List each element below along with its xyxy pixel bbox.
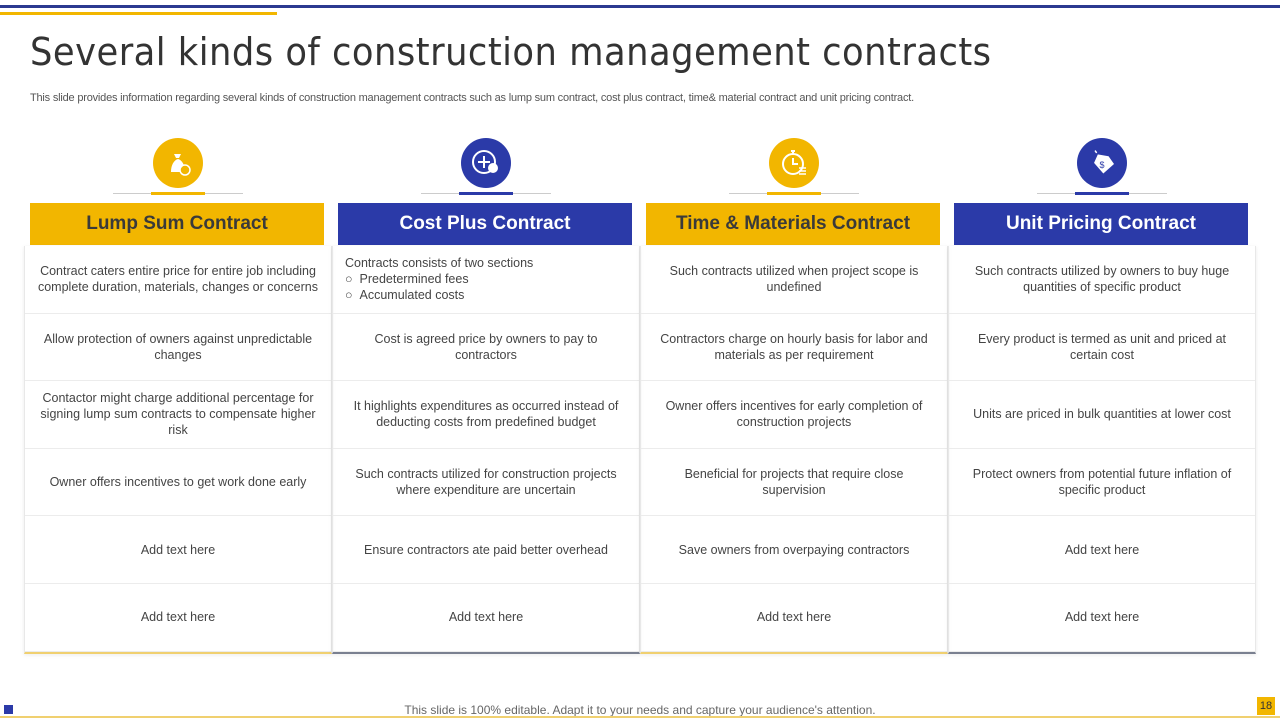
column-header: Time & Materials Contract xyxy=(646,203,940,245)
footer-square xyxy=(4,705,13,714)
table-cell: Cost is agreed price by owners to pay to… xyxy=(333,314,639,382)
top-rule xyxy=(0,5,1280,8)
footer-rule xyxy=(0,716,1280,718)
table-cell: Such contracts utilized when project sco… xyxy=(641,246,947,314)
page-title: Several kinds of construction management… xyxy=(30,30,992,74)
table-cell: Add text here xyxy=(641,584,947,652)
footer-text: This slide is 100% editable. Adapt it to… xyxy=(404,703,876,717)
cell-intro: Contracts consists of two sections xyxy=(345,256,534,271)
column-header: Cost Plus Contract xyxy=(338,203,632,245)
table-cell: Save owners from overpaying contractors xyxy=(641,516,947,584)
table-cell: Every product is termed as unit and pric… xyxy=(949,314,1255,382)
divider-accent xyxy=(459,192,513,195)
table-cell: Contract caters entire price for entire … xyxy=(25,246,331,314)
bullet: ○ Predetermined fees xyxy=(345,272,469,287)
table-cell: Protect owners from potential future inf… xyxy=(949,449,1255,517)
price-tag-icon: $ xyxy=(1077,138,1127,188)
table-cell: Owner offers incentives to get work done… xyxy=(25,449,331,517)
table-cell: Add text here xyxy=(333,584,639,652)
table-cell: Owner offers incentives for early comple… xyxy=(641,381,947,449)
top-accent xyxy=(0,12,277,15)
table-cell: Contactor might charge additional percen… xyxy=(25,381,331,449)
column-header: Unit Pricing Contract xyxy=(954,203,1248,245)
table-cell: Allow protection of owners against unpre… xyxy=(25,314,331,382)
table-cell: Add text here xyxy=(949,584,1255,652)
column-header: Lump Sum Contract xyxy=(30,203,324,245)
table-cell: Beneficial for projects that require clo… xyxy=(641,449,947,517)
divider-accent xyxy=(151,192,205,195)
table-cell: Ensure contractors ate paid better overh… xyxy=(333,516,639,584)
table-cell: Contracts consists of two sections ○ Pre… xyxy=(333,246,639,314)
plus-coin-icon xyxy=(461,138,511,188)
table-cell: Add text here xyxy=(25,584,331,652)
money-bag-icon xyxy=(153,138,203,188)
table-cell: Contractors charge on hourly basis for l… xyxy=(641,314,947,382)
divider-accent xyxy=(767,192,821,195)
bullet-text: Predetermined fees xyxy=(359,272,469,287)
svg-text:$: $ xyxy=(1099,160,1104,170)
page-number: 18 xyxy=(1257,697,1275,715)
bullet: ○ Accumulated costs xyxy=(345,288,465,303)
divider-accent xyxy=(1075,192,1129,195)
table-cell: Add text here xyxy=(949,516,1255,584)
table-cell: Such contracts utilized for construction… xyxy=(333,449,639,517)
table-cell: Units are priced in bulk quantities at l… xyxy=(949,381,1255,449)
table-cell: Such contracts utilized by owners to buy… xyxy=(949,246,1255,314)
page-subtitle: This slide provides information regardin… xyxy=(30,92,914,104)
table-cell: Add text here xyxy=(25,516,331,584)
table-cell: It highlights expenditures as occurred i… xyxy=(333,381,639,449)
bullet-text: Accumulated costs xyxy=(359,288,465,303)
stopwatch-icon xyxy=(769,138,819,188)
